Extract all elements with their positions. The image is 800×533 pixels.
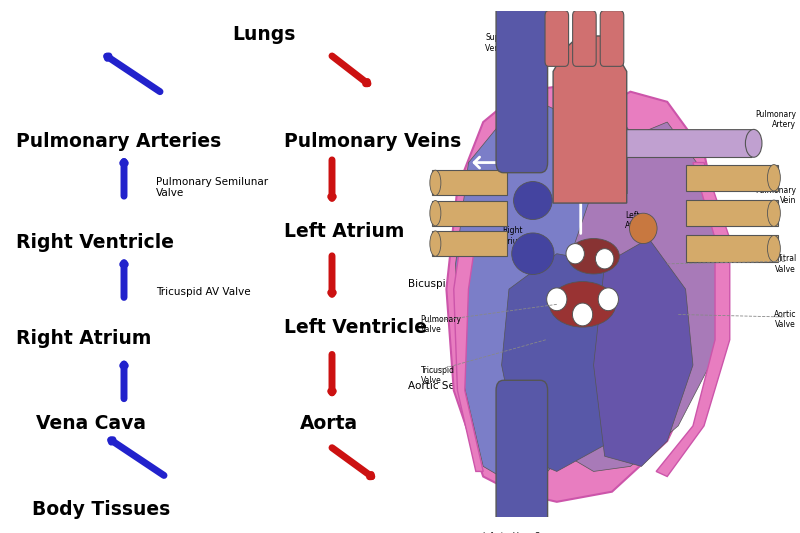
Ellipse shape xyxy=(514,182,552,220)
Polygon shape xyxy=(432,231,507,256)
Text: Pulmonary Veins: Pulmonary Veins xyxy=(284,132,462,151)
Text: Right Atrium: Right Atrium xyxy=(16,329,151,348)
Polygon shape xyxy=(686,236,778,262)
Text: Left
Ventricle: Left Ventricle xyxy=(654,330,688,350)
Text: Inferior Vena Cava: Inferior Vena Cava xyxy=(483,532,554,533)
Polygon shape xyxy=(502,254,630,471)
Text: Body Tissues: Body Tissues xyxy=(32,499,170,519)
Ellipse shape xyxy=(430,170,441,196)
Text: Pulmonary
Vein: Pulmonary Vein xyxy=(755,186,796,205)
Polygon shape xyxy=(557,122,722,471)
Ellipse shape xyxy=(595,248,614,269)
Text: Pulmonary Semilunar
Valve: Pulmonary Semilunar Valve xyxy=(156,177,268,198)
Ellipse shape xyxy=(512,233,554,274)
Text: Superior
Vena Cava: Superior Vena Cava xyxy=(485,34,526,53)
Ellipse shape xyxy=(430,231,441,256)
Ellipse shape xyxy=(746,130,762,157)
Text: Aorta: Aorta xyxy=(577,102,599,111)
FancyBboxPatch shape xyxy=(573,11,596,66)
Ellipse shape xyxy=(767,200,780,227)
Text: Aorta: Aorta xyxy=(300,414,358,433)
Polygon shape xyxy=(605,158,626,193)
Ellipse shape xyxy=(566,244,585,264)
Text: Pulmonary
Artery: Pulmonary Artery xyxy=(755,110,796,129)
Ellipse shape xyxy=(598,288,618,311)
Polygon shape xyxy=(619,130,759,158)
Polygon shape xyxy=(446,86,722,502)
FancyBboxPatch shape xyxy=(496,1,547,173)
Text: Left Atrium: Left Atrium xyxy=(284,222,404,241)
Text: Mitral
Valve: Mitral Valve xyxy=(774,254,796,273)
Polygon shape xyxy=(432,170,507,196)
Text: Bicuspid AV Valve: Bicuspid AV Valve xyxy=(408,279,501,288)
Polygon shape xyxy=(553,36,626,203)
Ellipse shape xyxy=(573,303,593,326)
Text: Tricuspid AV Valve: Tricuspid AV Valve xyxy=(156,287,250,297)
Text: Right
Ventricle: Right Ventricle xyxy=(558,366,592,385)
Polygon shape xyxy=(456,102,649,482)
Text: Right
Atrium: Right Atrium xyxy=(500,227,526,246)
Text: Aortic
Valve: Aortic Valve xyxy=(774,310,796,329)
Text: Vena Cava: Vena Cava xyxy=(36,414,146,433)
Ellipse shape xyxy=(430,200,441,226)
Text: Right Ventricle: Right Ventricle xyxy=(16,233,174,252)
Text: Aortic Semilunar Valve: Aortic Semilunar Valve xyxy=(408,382,526,391)
Ellipse shape xyxy=(550,281,616,327)
Polygon shape xyxy=(454,239,483,471)
Ellipse shape xyxy=(568,239,619,274)
FancyBboxPatch shape xyxy=(496,381,547,527)
Text: Tricuspid
Valve: Tricuspid Valve xyxy=(421,366,454,385)
FancyBboxPatch shape xyxy=(545,11,569,66)
Polygon shape xyxy=(656,163,730,477)
Ellipse shape xyxy=(767,236,780,262)
Text: Pulmonary
Valve: Pulmonary Valve xyxy=(421,315,462,334)
Ellipse shape xyxy=(767,165,780,191)
Ellipse shape xyxy=(630,213,657,244)
Text: Lungs: Lungs xyxy=(232,25,295,44)
Polygon shape xyxy=(432,200,507,226)
Polygon shape xyxy=(594,239,693,466)
Ellipse shape xyxy=(546,288,567,311)
FancyBboxPatch shape xyxy=(600,11,624,66)
Polygon shape xyxy=(686,165,778,191)
Polygon shape xyxy=(686,200,778,227)
Text: Left
Atrium: Left Atrium xyxy=(625,211,651,230)
Text: Left Ventricle: Left Ventricle xyxy=(284,318,427,337)
Text: Pulmonary Arteries: Pulmonary Arteries xyxy=(16,132,222,151)
